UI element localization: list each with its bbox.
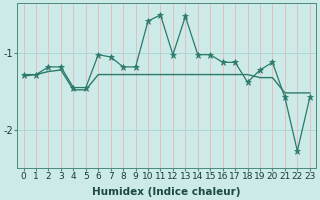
X-axis label: Humidex (Indice chaleur): Humidex (Indice chaleur) xyxy=(92,187,241,197)
